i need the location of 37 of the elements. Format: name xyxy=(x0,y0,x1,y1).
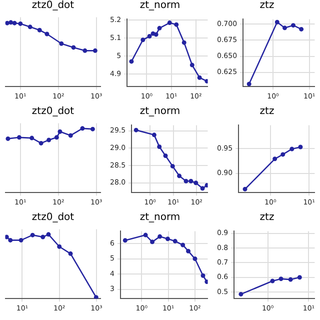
point xyxy=(282,26,287,30)
point xyxy=(299,26,304,32)
point xyxy=(270,278,275,284)
point xyxy=(200,273,206,278)
chart-title: ztz xyxy=(260,0,274,12)
point xyxy=(186,248,191,254)
chart-title: ztz xyxy=(260,106,274,118)
chart-title: ztz0_dot xyxy=(32,212,74,224)
chart-title: ztz xyxy=(260,212,274,224)
point xyxy=(278,276,284,282)
point xyxy=(157,144,162,149)
point xyxy=(274,20,280,24)
point xyxy=(272,156,278,162)
point xyxy=(172,238,178,244)
point xyxy=(152,132,156,138)
chart-title: zt_norm xyxy=(140,212,180,224)
chart-title: zt_norm xyxy=(140,106,180,118)
point xyxy=(297,275,302,280)
point xyxy=(158,234,162,239)
chart-title: ztz0_dot xyxy=(32,106,74,118)
point xyxy=(290,23,296,28)
point xyxy=(288,277,293,282)
chart-title: zt_norm xyxy=(140,0,180,12)
point xyxy=(200,186,205,191)
point xyxy=(280,152,286,157)
point xyxy=(192,256,198,262)
point xyxy=(177,174,182,178)
chart-title: ztz0_dot xyxy=(32,0,74,12)
point xyxy=(165,236,170,242)
point xyxy=(170,164,175,168)
point xyxy=(163,154,168,158)
point xyxy=(150,240,155,244)
point xyxy=(194,180,198,186)
point xyxy=(290,146,294,152)
point xyxy=(298,144,303,150)
point xyxy=(143,232,148,238)
point xyxy=(188,178,194,184)
